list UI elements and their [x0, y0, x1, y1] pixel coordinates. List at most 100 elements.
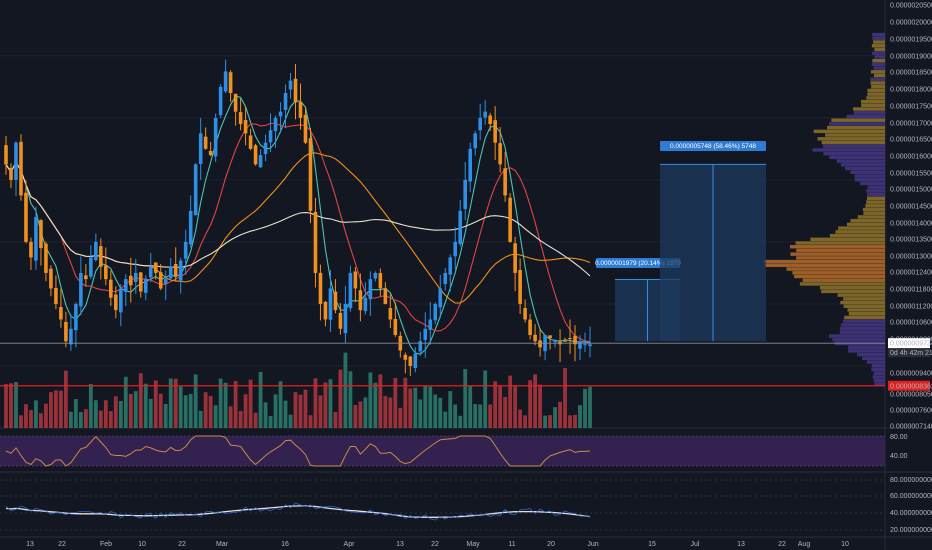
candle-body	[153, 262, 158, 273]
volume-bar	[34, 400, 38, 428]
candle-body	[79, 272, 83, 307]
candle-body	[34, 217, 38, 261]
date-tick-label: 20	[547, 541, 555, 548]
volume-bar	[573, 414, 577, 428]
date-tick-label: Aug	[798, 541, 811, 548]
candle-body	[268, 130, 273, 143]
volume-profile-bar	[847, 308, 885, 312]
candle-body	[323, 301, 328, 320]
price-tick-label: 0.0000013000	[890, 254, 932, 261]
volume-bar	[123, 376, 128, 428]
price-tick-label: 0.0000011200	[890, 304, 932, 311]
ma-mid-line	[5, 122, 591, 343]
volume-profile-bar	[823, 144, 885, 148]
volume-bar	[183, 395, 188, 428]
candle-body	[273, 117, 278, 131]
volume-profile-bar	[796, 248, 885, 253]
candle-body	[508, 197, 512, 242]
candle-body	[14, 142, 18, 180]
candle-body	[413, 353, 418, 369]
price-tick-label: 0.0000018000	[890, 87, 932, 94]
price-tick-label: 0.0000008050	[890, 392, 932, 399]
candle-body	[188, 210, 193, 245]
volume-bar	[248, 379, 253, 428]
volume-bar	[398, 407, 403, 428]
volume-bar	[213, 405, 218, 428]
volume-profile-bar	[839, 330, 885, 335]
measure-label-bg	[660, 141, 766, 151]
volume-profile-bar	[846, 222, 885, 227]
volume-bar	[133, 391, 138, 428]
candle-body	[568, 337, 572, 339]
volume-bar	[4, 384, 8, 428]
volume-bar	[238, 411, 243, 428]
volume-profile-bar	[817, 137, 885, 141]
volume-profile-bar	[790, 252, 885, 256]
volume-bar	[218, 378, 223, 428]
measure-label: 0.0000001979 (20.14%) 1979	[595, 260, 681, 267]
support-price-label: 0.0000008362	[890, 383, 932, 390]
volume-bar	[198, 410, 203, 428]
candle-body	[203, 136, 208, 149]
volume-profile	[763, 32, 885, 387]
candle-body	[29, 241, 33, 258]
volume-profile-bar	[840, 300, 885, 305]
volume-bar	[203, 392, 208, 428]
volume-bar	[323, 382, 328, 428]
date-tick-label: Jul	[691, 541, 700, 548]
stoch-tick-label: 80.0000000000	[890, 477, 932, 484]
date-tick-label: 16	[281, 541, 289, 548]
volume-bar	[408, 388, 413, 428]
candle-body	[148, 266, 153, 278]
volume-bar	[313, 378, 318, 428]
candle-body	[383, 288, 388, 304]
volume-profile-bar	[872, 36, 885, 41]
stoch-pane	[0, 479, 885, 531]
candle-body	[94, 241, 98, 260]
volume-bar	[453, 404, 458, 428]
price-tick-label: 0.0000017500	[890, 104, 932, 111]
candle-body	[278, 111, 283, 117]
candle-body	[438, 288, 443, 308]
candle-body	[483, 111, 487, 118]
volume-profile-bar	[810, 237, 885, 241]
candle-body	[563, 340, 567, 342]
candle-body	[163, 279, 168, 284]
volume-profile-bar	[786, 267, 885, 271]
volume-bar	[563, 368, 567, 428]
date-tick-label: 11	[508, 541, 515, 548]
volume-bar	[233, 381, 238, 428]
volume-bar	[433, 394, 438, 428]
current-price-label: 0.0000009734	[890, 341, 932, 348]
date-tick-label: May	[466, 541, 480, 548]
volume-bar	[578, 405, 582, 428]
measure-tools: 0.0000001979 (20.14%) 1979 0.0000005748 (…	[595, 141, 766, 342]
volume-bar	[98, 410, 103, 428]
volume-profile-bar	[843, 297, 885, 301]
candle-body	[493, 120, 497, 143]
volume-bar	[278, 381, 283, 428]
volume-bar	[318, 395, 323, 428]
volume-bar	[108, 411, 113, 428]
volume-bar	[63, 370, 68, 428]
volume-bar	[518, 409, 523, 428]
volume-bar	[54, 390, 58, 428]
price-tick-label: 0.0000015500	[890, 171, 932, 178]
candle-body	[138, 272, 143, 292]
volume-bar	[103, 400, 108, 428]
candle-body	[213, 117, 218, 157]
price-tick-label: 0.0000010600	[890, 320, 932, 327]
price-tick-label: 0.0000007600	[890, 408, 932, 415]
date-tick-label: 22	[778, 541, 786, 548]
volume-bar	[533, 374, 537, 428]
volume-profile-bar	[866, 360, 885, 364]
volume-bar	[78, 412, 83, 428]
volume-profile-bar	[872, 58, 885, 63]
stoch-signal-line	[5, 502, 591, 521]
candlesticks	[4, 59, 592, 376]
current-price-badge	[888, 338, 930, 349]
candle-body	[208, 150, 213, 156]
volume-bar	[528, 380, 533, 428]
candle-body	[119, 288, 123, 313]
